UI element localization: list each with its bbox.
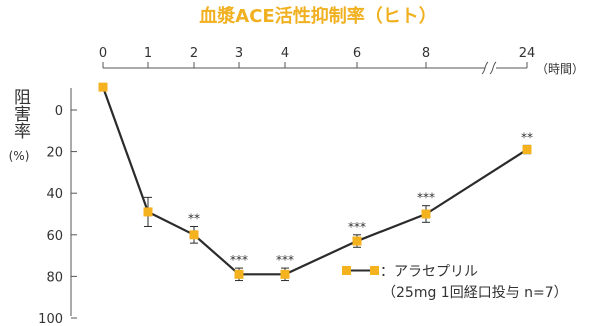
legend-marker-left [342,266,351,275]
data-point-3 [234,269,244,279]
legend: ：アラセプリル （25mg 1回経口投与 n=7） [342,264,568,301]
x-tick-label-4: 4 [281,46,289,61]
x-tick-label-0: 0 [99,46,107,61]
significance-label-24: ** [521,130,533,144]
axis-break-mark [481,61,497,75]
x-tick-label-2: 2 [190,46,198,61]
y-tick-label-80: 80 [46,270,63,285]
legend-series-note: （25mg 1回経口投与 n=7） [382,285,568,301]
data-point-24 [522,145,532,155]
x-tick-label-1: 1 [144,46,152,61]
y-tick-label-0: 0 [55,104,63,119]
significance-label-2: ** [188,211,200,225]
data-point-4 [280,269,290,279]
data-point-6 [352,236,362,246]
series-line-0 [101,86,528,276]
data-point-2 [189,230,199,240]
significance-label-8: *** [417,191,435,205]
y-axis-label: 阻害率 [10,88,31,139]
chart-title: 血漿ACE活性抑制率（ヒト） [199,5,436,27]
significance-label-3: *** [230,253,248,267]
y-axis-ticks: 0 20 40 60 80 100 [38,104,77,326]
y-tick-label-60: 60 [46,229,63,244]
x-tick-label-24: 24 [519,46,536,61]
data-point-1 [143,207,153,217]
x-tick-label-3: 3 [235,46,243,61]
series-layer: ***** *********** [98,82,533,282]
legend-series-name: ：アラセプリル [380,264,478,280]
x-axis-ticks: 0 1 2 3 4 6 8 24 [99,46,535,68]
data-point-0 [98,82,108,92]
x-tick-label-8: 8 [422,46,430,61]
y-tick-label-20: 20 [46,146,63,161]
y-tick-label-100: 100 [38,312,63,326]
x-tick-label-6: 6 [353,46,361,61]
y-tick-label-40: 40 [46,187,63,202]
data-point-8 [421,209,431,219]
significance-label-6: *** [348,220,366,234]
legend-marker-right [370,266,379,275]
x-axis-label: （時間） [536,62,584,76]
significance-label-4: *** [276,253,294,267]
y-axis-unit: (%) [9,149,30,163]
